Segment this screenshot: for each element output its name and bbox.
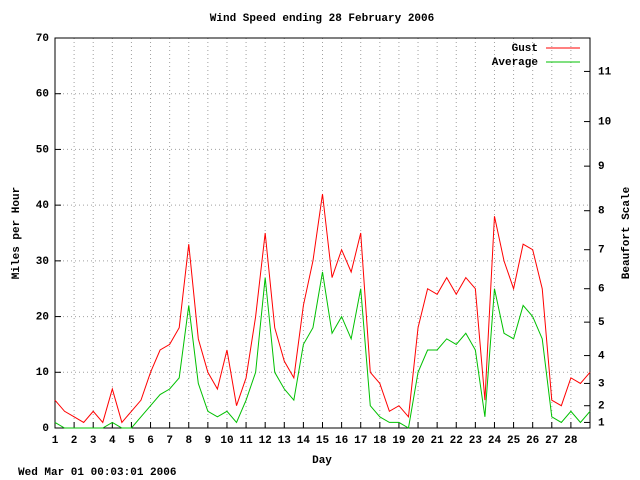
- x-tick-label: 15: [316, 435, 330, 447]
- x-tick-label: 24: [488, 435, 502, 447]
- y-tick-label: 30: [36, 256, 49, 268]
- y2-axis-label: Beaufort Scale: [621, 186, 633, 279]
- series-line: [54, 271, 591, 429]
- x-tick-label: 17: [354, 435, 367, 447]
- y2-tick-label: 6: [598, 284, 605, 296]
- x-tick-label: 26: [526, 435, 539, 447]
- y2-tick-label: 2: [598, 401, 605, 413]
- x-tick-label: 21: [431, 435, 445, 447]
- x-tick-label: 27: [545, 435, 558, 447]
- y-tick-label: 10: [36, 367, 49, 379]
- x-tick-label: 22: [450, 435, 463, 447]
- y-tick-label: 50: [36, 144, 49, 156]
- x-tick-label: 12: [259, 435, 272, 447]
- y2-tick-label: 3: [598, 378, 605, 390]
- x-tick-label: 4: [109, 435, 116, 447]
- series-line: [54, 193, 591, 424]
- x-tick-label: 23: [469, 435, 483, 447]
- x-axis-label: Day: [312, 455, 332, 467]
- x-tick-label: 5: [128, 435, 135, 447]
- x-tick-label: 8: [185, 435, 192, 447]
- x-tick-label: 18: [373, 435, 387, 447]
- x-tick-label: 10: [220, 435, 233, 447]
- y-tick-label: 40: [36, 200, 49, 212]
- y2-tick-label: 10: [598, 116, 611, 128]
- x-tick-label: 20: [411, 435, 424, 447]
- y-tick-label: 20: [36, 311, 49, 323]
- y2-tick-label: 1: [598, 417, 605, 429]
- x-tick-label: 9: [205, 435, 212, 447]
- chart-title: Wind Speed ending 28 February 2006: [210, 13, 434, 25]
- y2-tick-label: 9: [598, 161, 605, 173]
- x-tick-label: 13: [278, 435, 292, 447]
- x-tick-label: 16: [335, 435, 348, 447]
- y-tick-label: 60: [36, 89, 49, 101]
- x-tick-label: 2: [71, 435, 78, 447]
- plot-border: [54, 37, 591, 429]
- x-tick-label: 11: [239, 435, 253, 447]
- y2-tick-label: 4: [598, 350, 605, 362]
- x-tick-label: 28: [564, 435, 578, 447]
- x-tick-label: 3: [90, 435, 97, 447]
- x-tick-label: 7: [166, 435, 173, 447]
- y-tick-label: 0: [42, 423, 49, 435]
- x-tick-label: 19: [392, 435, 405, 447]
- x-tick-label: 14: [297, 435, 311, 447]
- y-axis-label: Miles per Hour: [11, 187, 23, 279]
- x-tick-label: 1: [52, 435, 59, 447]
- y2-tick-label: 5: [598, 317, 605, 329]
- footer: Wed Mar 01 00:03:01 2006: [18, 467, 176, 479]
- y2-tick-label: 7: [598, 245, 605, 257]
- x-tick-label: 6: [147, 435, 154, 447]
- legend-label: Average: [492, 57, 539, 69]
- legend-label: Gust: [512, 43, 538, 55]
- y2-tick-label: 8: [598, 206, 605, 218]
- x-tick-label: 25: [507, 435, 521, 447]
- y-tick-label: 70: [36, 33, 49, 45]
- y2-tick-label: 11: [598, 66, 612, 78]
